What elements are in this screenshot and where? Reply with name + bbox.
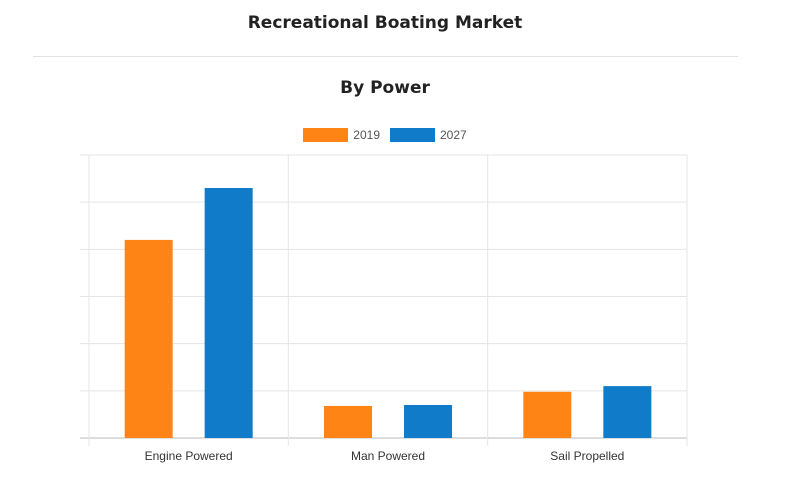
- x-tick-label-man-powered: Man Powered: [351, 449, 425, 463]
- title-divider: [33, 56, 738, 57]
- chart-title: By Power: [340, 78, 430, 98]
- chart-legend: 2019 2027: [0, 128, 770, 142]
- bar-2019-engine-powered: [124, 239, 173, 438]
- x-tick-label-sail-propelled: Sail Propelled: [550, 449, 624, 463]
- bar-2019-sail-propelled: [523, 391, 572, 438]
- legend-item-2019[interactable]: 2019: [303, 128, 380, 142]
- bar-2027-engine-powered: [204, 188, 253, 438]
- page-title: Recreational Boating Market: [247, 13, 523, 33]
- legend-swatch-2019: [303, 128, 349, 142]
- bar-2027-sail-propelled: [603, 386, 652, 438]
- legend-label-2019: 2019: [353, 128, 380, 142]
- legend-label-2027: 2027: [440, 128, 467, 142]
- bar-2019-man-powered: [324, 405, 372, 438]
- x-tick-label-engine-powered: Engine Powered: [145, 449, 233, 463]
- bar-2027-man-powered: [404, 404, 452, 438]
- legend-swatch-2027: [390, 128, 435, 142]
- legend-item-2027[interactable]: 2027: [390, 128, 467, 142]
